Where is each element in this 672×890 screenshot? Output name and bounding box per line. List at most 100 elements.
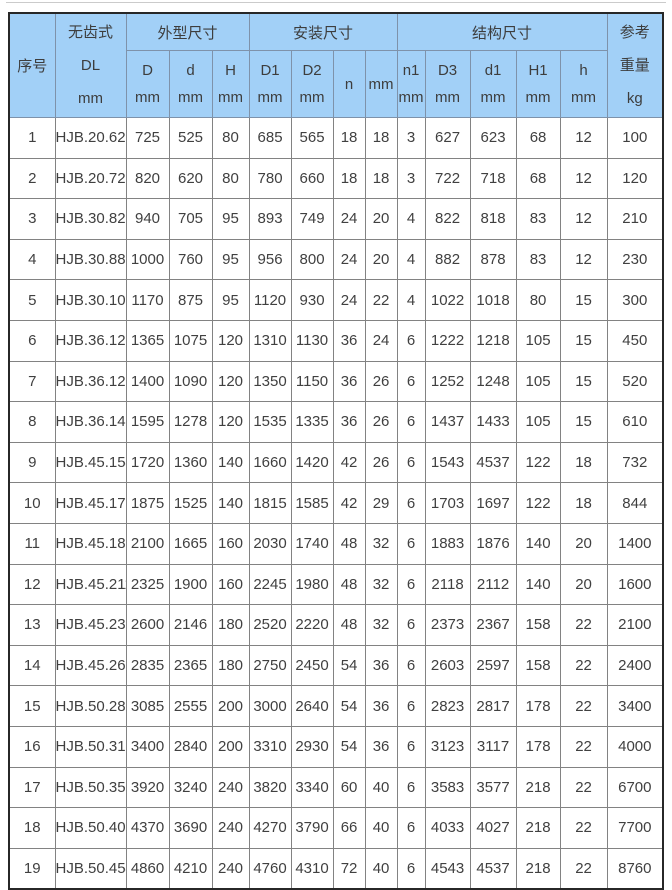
table-cell: 180: [211, 604, 250, 646]
table-cell: 893: [248, 198, 292, 240]
table-cell: 80: [515, 279, 561, 321]
table-cell: 26: [364, 360, 398, 403]
table-cell: 2597: [469, 644, 517, 687]
table-cell: 22: [559, 807, 608, 849]
table-cell: 40: [364, 847, 398, 890]
table-cell: 4: [8, 238, 56, 281]
table-cell: 4027: [469, 807, 517, 849]
table-cell: 1875: [125, 482, 170, 524]
header-col-h: h mm: [559, 50, 608, 118]
table-cell: 3340: [290, 766, 334, 809]
table-cell: 1360: [168, 441, 213, 484]
table-cell: 2450: [290, 644, 334, 687]
header-col-d1: d1 mm: [469, 50, 517, 118]
table-cell: 140: [515, 563, 561, 606]
table-cell: 68: [515, 117, 561, 159]
table-cell: 178: [515, 685, 561, 727]
table-cell: 12: [559, 117, 608, 159]
table-cell: 18: [364, 157, 398, 200]
table-cell: 20: [559, 522, 608, 565]
table-cell: 1252: [424, 360, 471, 403]
table-cell: 60: [332, 766, 366, 809]
table-cell: 6: [396, 807, 426, 849]
table-cell: 3400: [125, 725, 170, 768]
table-cell: 3920: [125, 766, 170, 809]
table-header: 序号 无齿式 DL mm 外型尺寸 安装尺寸 结构尺寸 参考 重量 kg D m…: [8, 12, 664, 118]
table-row: 11HJB.45.1880210016651602030174048326188…: [8, 522, 664, 565]
table-cell: HJB.45.1540: [54, 441, 127, 484]
table-cell: 722: [424, 157, 471, 200]
table-row: 17HJB.50.3580392032402403820334060406358…: [8, 766, 664, 809]
table-cell: 3790: [290, 807, 334, 849]
table-cell: 24: [332, 198, 366, 240]
table-cell: 2373: [424, 604, 471, 646]
table-cell: 6: [396, 847, 426, 890]
table-cell: 2220: [290, 604, 334, 646]
table-cell: 83: [515, 198, 561, 240]
header-model: 无齿式 DL mm: [54, 12, 127, 118]
table-cell: 19: [8, 847, 56, 890]
table-cell: 930: [290, 279, 334, 321]
table-cell: 120: [211, 319, 250, 362]
table-row: 1HJB.20.62572552580685565181836276236812…: [8, 117, 664, 159]
header-sub-row: D mm d mm H mm D1 mm D2 mm n mm n1 mm D3…: [9, 50, 663, 118]
table-cell: 2555: [168, 685, 213, 727]
table-cell: 95: [211, 279, 250, 321]
table-cell: 1120: [248, 279, 292, 321]
table-cell: 1400: [606, 522, 664, 565]
table-cell: 160: [211, 563, 250, 606]
table-cell: 4210: [168, 847, 213, 890]
table-cell: HJB.20.720: [54, 157, 127, 200]
table-cell: 6: [396, 401, 426, 443]
table-cell: 15: [559, 401, 608, 443]
table-cell: 48: [332, 563, 366, 606]
table-row: 5HJB.30.10201170875951120930242241022101…: [8, 279, 664, 321]
table-cell: 36: [332, 401, 366, 443]
table-cell: 3000: [248, 685, 292, 727]
table-cell: 2930: [290, 725, 334, 768]
table-row: 9HJB.45.15401720136014016601420422661543…: [8, 441, 664, 484]
table-cell: 800: [290, 238, 334, 281]
table-cell: 875: [168, 279, 213, 321]
header-col-H: H mm: [211, 50, 250, 118]
table-cell: 610: [606, 401, 664, 443]
table-cell: 24: [364, 319, 398, 362]
table-cell: 1335: [290, 401, 334, 443]
table-cell: 2750: [248, 644, 292, 687]
table-cell: 20: [364, 198, 398, 240]
table-cell: 1980: [290, 563, 334, 606]
table-cell: 1600: [606, 563, 664, 606]
table-cell: 120: [211, 360, 250, 403]
table-cell: 36: [332, 360, 366, 403]
table-cell: HJB.45.2600: [54, 644, 127, 687]
table-cell: 15: [559, 360, 608, 403]
table-row: 16HJB.50.3120340028402003310293054366312…: [8, 725, 664, 768]
table-cell: 15: [559, 319, 608, 362]
table-cell: 2112: [469, 563, 517, 606]
header-col-n1: n1 mm: [396, 50, 426, 118]
table-cell: HJB.36.1220: [54, 319, 127, 362]
table-cell: HJB.30.880: [54, 238, 127, 281]
table-cell: 820: [125, 157, 170, 200]
table-cell: 54: [332, 685, 366, 727]
table-cell: 80: [211, 157, 250, 200]
table-cell: 1433: [469, 401, 517, 443]
table-cell: 3583: [424, 766, 471, 809]
table-cell: 218: [515, 847, 561, 890]
table-cell: 760: [168, 238, 213, 281]
header-col-D1: D1 mm: [248, 50, 292, 118]
table-cell: HJB.30.1020: [54, 279, 127, 321]
table-cell: 48: [332, 522, 366, 565]
table-cell: 878: [469, 238, 517, 281]
table-cell: 200: [211, 725, 250, 768]
table-cell: 3: [8, 198, 56, 240]
table-cell: 6: [8, 319, 56, 362]
table-cell: 95: [211, 198, 250, 240]
table-cell: 4: [396, 279, 426, 321]
table-cell: 1018: [469, 279, 517, 321]
table-cell: 140: [515, 522, 561, 565]
table-cell: 6: [396, 522, 426, 565]
table-cell: 1248: [469, 360, 517, 403]
table-cell: 1: [8, 117, 56, 159]
table-cell: 24: [332, 279, 366, 321]
